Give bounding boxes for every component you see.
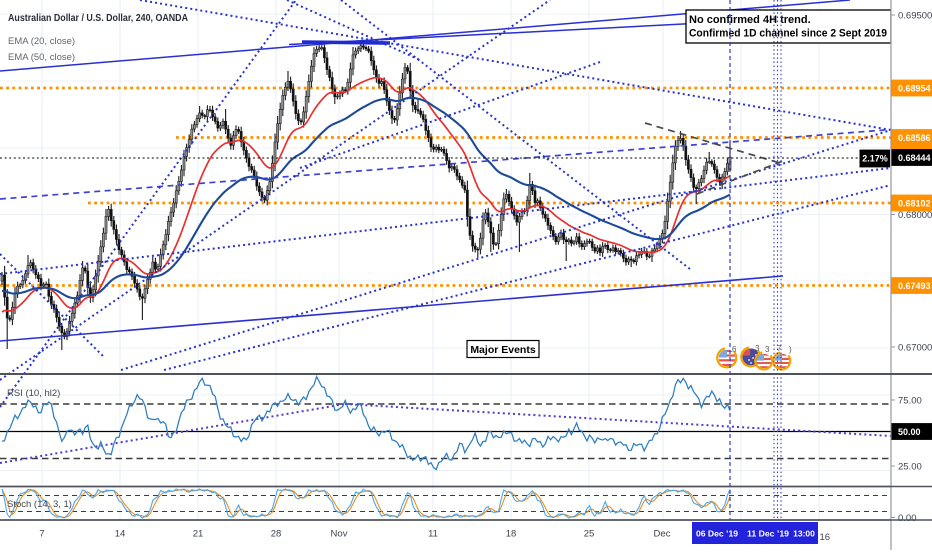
svg-text:28: 28 <box>271 529 282 540</box>
svg-text:11 Dec ’19: 11 Dec ’19 <box>747 529 789 539</box>
svg-text:7: 7 <box>39 529 44 540</box>
svg-text:0.68102: 0.68102 <box>898 199 931 209</box>
svg-text:2.17%: 2.17% <box>862 153 888 163</box>
svg-text:16: 16 <box>820 532 831 543</box>
svg-text:Major Events: Major Events <box>470 344 536 356</box>
svg-text:25.00: 25.00 <box>898 462 922 473</box>
svg-text:0.68000: 0.68000 <box>898 210 932 221</box>
svg-text:RSI (10, hl2): RSI (10, hl2) <box>7 388 60 399</box>
svg-text:Australian Dollar / U.S. Dolla: Australian Dollar / U.S. Dollar, 240, OA… <box>8 13 188 24</box>
svg-text:6: 6 <box>732 345 737 354</box>
svg-text:13:00: 13:00 <box>793 529 815 539</box>
svg-text:Stoch (14, 3, 1): Stoch (14, 3, 1) <box>7 499 72 510</box>
svg-text:11: 11 <box>428 529 438 540</box>
svg-text:Confirmed 1D channel since 2 S: Confirmed 1D channel since 2 Sept 2019 <box>689 28 887 40</box>
svg-text:06 Dec ’19: 06 Dec ’19 <box>696 529 738 539</box>
svg-text:25: 25 <box>584 529 595 540</box>
svg-text:): ) <box>789 345 792 354</box>
svg-text:3: 3 <box>765 345 770 354</box>
svg-text:75.00: 75.00 <box>898 396 922 407</box>
svg-text:0.68586: 0.68586 <box>898 133 931 143</box>
svg-text:50.00: 50.00 <box>898 427 921 437</box>
svg-text:EMA (50, close): EMA (50, close) <box>8 52 75 63</box>
svg-text:14: 14 <box>115 529 126 540</box>
svg-text:EMA (20, close): EMA (20, close) <box>8 36 75 47</box>
svg-text:Nov: Nov <box>331 529 348 540</box>
svg-text:Dec: Dec <box>654 529 671 540</box>
svg-text:18: 18 <box>506 529 517 540</box>
svg-text:0.67493: 0.67493 <box>898 281 931 291</box>
svg-text:0.68444: 0.68444 <box>898 153 931 163</box>
svg-text:0.69500: 0.69500 <box>898 11 932 22</box>
svg-text:No confirmed 4H trend.: No confirmed 4H trend. <box>689 14 811 26</box>
svg-text:0.67000: 0.67000 <box>898 343 932 354</box>
svg-text:21: 21 <box>193 529 204 540</box>
svg-text:0.00: 0.00 <box>898 513 917 524</box>
svg-text:3: 3 <box>755 344 760 353</box>
svg-text:0.68954: 0.68954 <box>898 84 931 94</box>
